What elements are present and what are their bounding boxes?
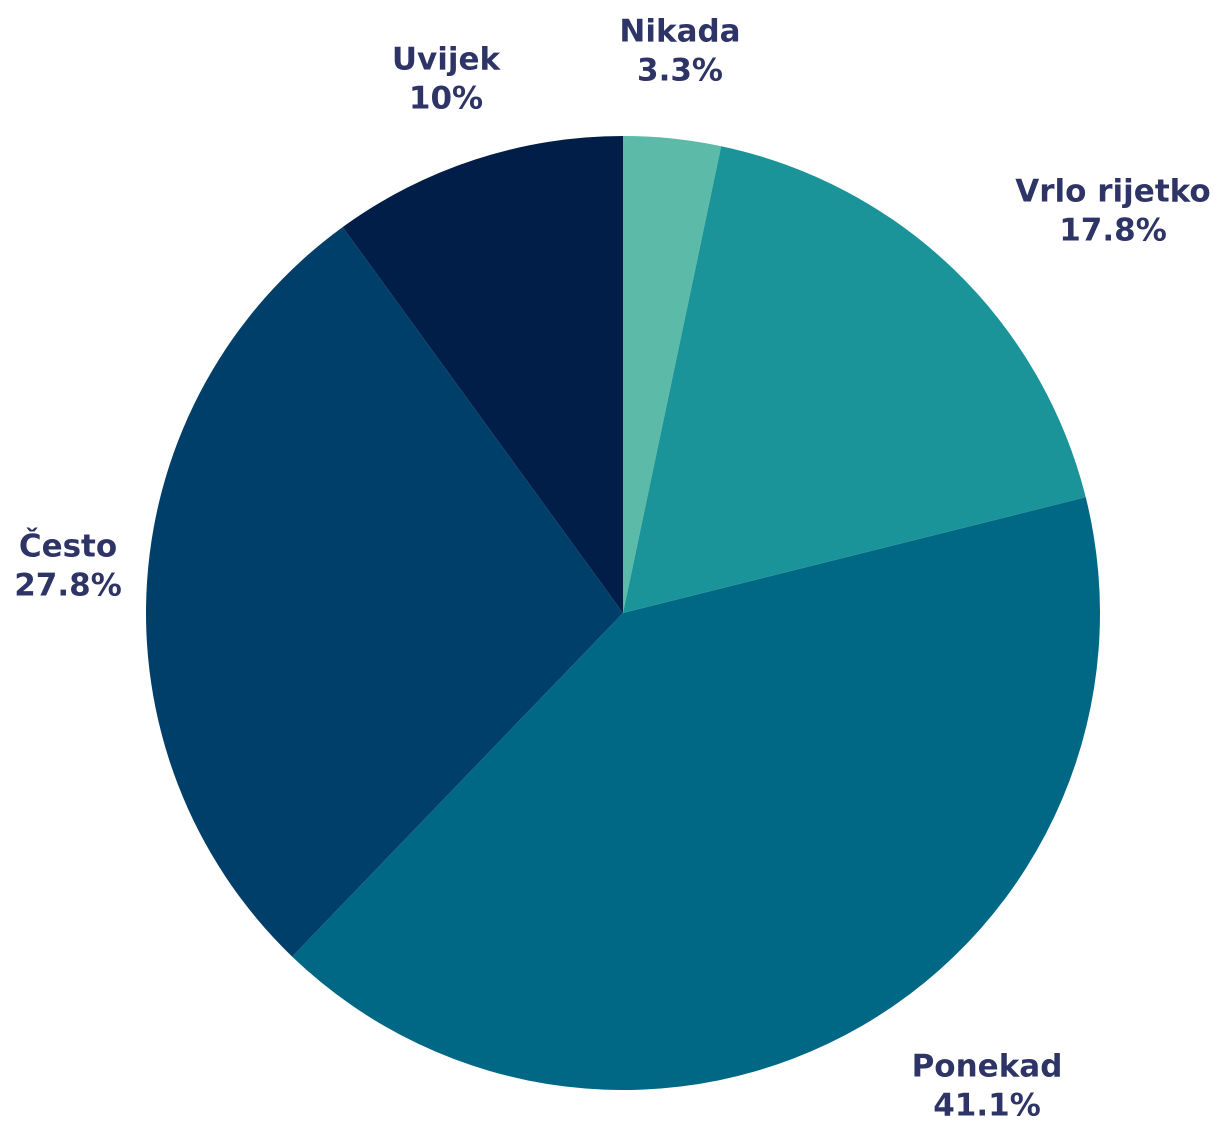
pie-slice	[145, 227, 623, 957]
pie-slice	[623, 136, 722, 613]
pie-slice	[623, 146, 1086, 613]
slice-value-label: 41.1%	[933, 1088, 1041, 1124]
slice-value-label: 3.3%	[637, 53, 723, 89]
pie-slice	[342, 136, 623, 613]
slice-label: Vrlo rijetko	[1015, 174, 1210, 210]
slice-label: Uvijek	[392, 42, 502, 78]
slice-label: Nikada	[619, 14, 740, 50]
slice-value-label: 10%	[409, 81, 483, 117]
slice-label: Često	[19, 528, 117, 565]
slice-value-label: 17.8%	[1059, 213, 1167, 249]
pie-slice	[292, 497, 1100, 1090]
slice-label: Ponekad	[912, 1049, 1063, 1085]
slice-value-label: 27.8%	[14, 568, 122, 604]
